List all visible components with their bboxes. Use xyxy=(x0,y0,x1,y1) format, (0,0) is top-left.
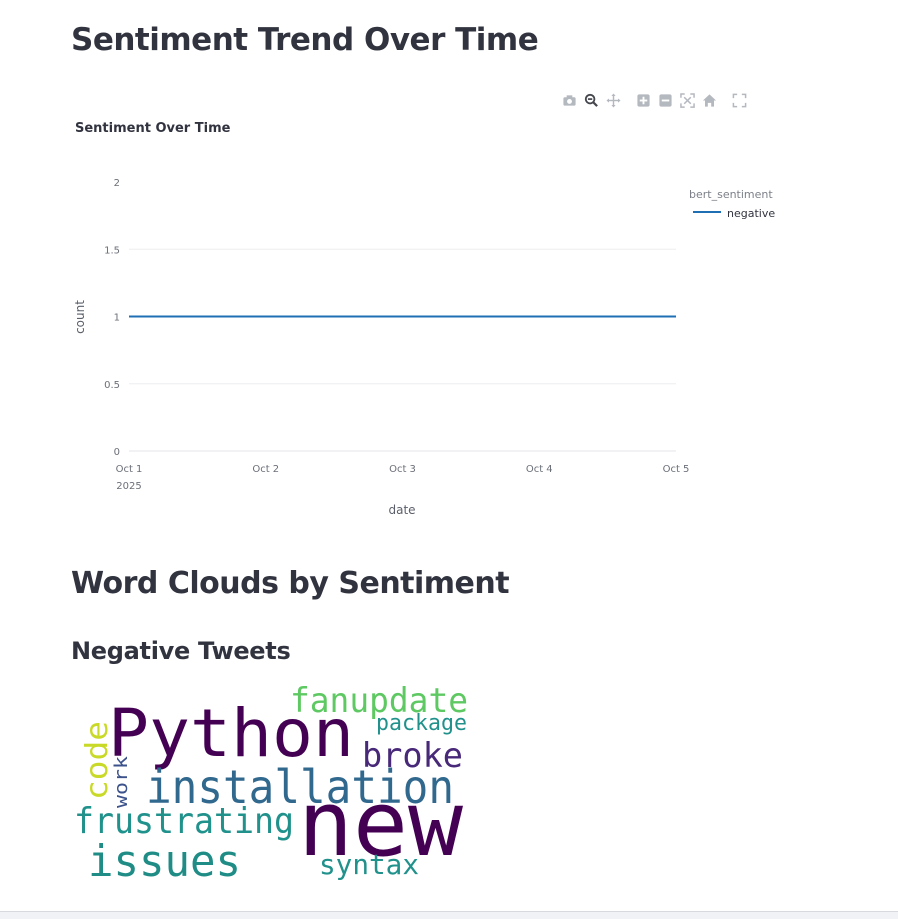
y-tick-label: 1 xyxy=(114,313,120,324)
x-tick-label: Oct 3 xyxy=(389,464,416,475)
word-python: Python xyxy=(108,695,354,772)
negative-tweets-heading: Negative Tweets xyxy=(71,637,291,665)
zoom-out-icon[interactable] xyxy=(654,90,676,110)
y-tick-label: 0 xyxy=(114,447,120,458)
word-frustrating: frustrating xyxy=(74,801,294,842)
word-code: code xyxy=(80,721,115,800)
x-tick-label: Oct 1 xyxy=(116,464,143,475)
fullscreen-icon[interactable] xyxy=(728,90,750,110)
x-tick-label: Oct 5 xyxy=(663,464,690,475)
page-bottom-divider xyxy=(0,911,898,919)
trend-heading: Sentiment Trend Over Time xyxy=(71,22,539,58)
y-tick-label: 1.5 xyxy=(104,245,120,256)
pan-icon[interactable] xyxy=(602,90,624,110)
y-tick-label: 2 xyxy=(114,178,120,189)
word-installation: installation xyxy=(146,760,454,814)
chart-modebar xyxy=(558,90,750,110)
chart-legend[interactable]: bert_sentiment negative xyxy=(689,188,775,220)
zoom-icon[interactable] xyxy=(580,90,602,110)
y-axis-title: count xyxy=(73,300,87,334)
autoscale-icon[interactable] xyxy=(676,90,698,110)
x-tick-label: Oct 2 xyxy=(252,464,279,475)
word-work: work xyxy=(111,756,132,808)
word-issues: issues xyxy=(88,836,241,887)
legend-title: bert_sentiment xyxy=(689,188,773,201)
x-tick-label: Oct 4 xyxy=(526,464,553,475)
chart-title: Sentiment Over Time xyxy=(75,121,231,136)
zoom-in-icon[interactable] xyxy=(632,90,654,110)
word-package: package xyxy=(376,711,467,736)
reset-axes-icon[interactable] xyxy=(698,90,720,110)
word-fanupdate: fanupdate xyxy=(290,681,468,721)
wordcloud-heading: Word Clouds by Sentiment xyxy=(71,566,510,601)
x-tick-year-label: 2025 xyxy=(116,481,141,492)
word-syntax: syntax xyxy=(319,848,419,881)
camera-icon[interactable] xyxy=(558,90,580,110)
negative-wordcloud: Python new fanupdate package broke insta… xyxy=(74,681,468,887)
word-broke: broke xyxy=(362,736,463,776)
word-new: new xyxy=(298,772,464,877)
sentiment-chart: Sentiment Over Time 0 0.5 1 1.5 2 Oct 1 Oct 2… xyxy=(73,121,775,517)
y-tick-label: 0.5 xyxy=(104,380,120,391)
x-axis-title: date xyxy=(388,503,415,517)
legend-label-negative[interactable]: negative xyxy=(727,207,775,220)
